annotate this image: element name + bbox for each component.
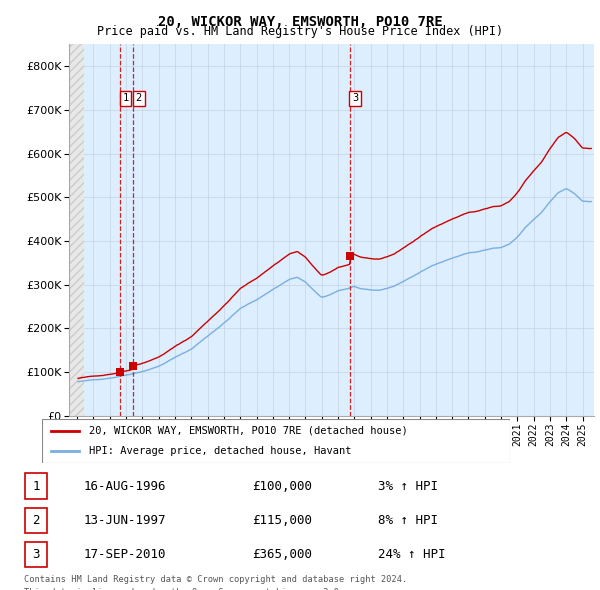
Text: 16-AUG-1996: 16-AUG-1996 <box>84 480 167 493</box>
Text: 3% ↑ HPI: 3% ↑ HPI <box>378 480 438 493</box>
Text: This data is licensed under the Open Government Licence v3.0.: This data is licensed under the Open Gov… <box>24 588 344 590</box>
FancyBboxPatch shape <box>25 542 47 568</box>
Text: 3: 3 <box>352 93 358 103</box>
Text: 17-SEP-2010: 17-SEP-2010 <box>84 548 167 561</box>
Text: 20, WICKOR WAY, EMSWORTH, PO10 7RE (detached house): 20, WICKOR WAY, EMSWORTH, PO10 7RE (deta… <box>89 426 407 436</box>
Text: £100,000: £100,000 <box>252 480 312 493</box>
Text: 1: 1 <box>122 93 128 103</box>
Text: 8% ↑ HPI: 8% ↑ HPI <box>378 514 438 527</box>
Text: £365,000: £365,000 <box>252 548 312 561</box>
Text: HPI: Average price, detached house, Havant: HPI: Average price, detached house, Hava… <box>89 446 352 456</box>
Text: Contains HM Land Registry data © Crown copyright and database right 2024.: Contains HM Land Registry data © Crown c… <box>24 575 407 584</box>
Text: 2: 2 <box>32 514 40 527</box>
Text: 3: 3 <box>32 548 40 561</box>
Text: £115,000: £115,000 <box>252 514 312 527</box>
Text: 20, WICKOR WAY, EMSWORTH, PO10 7RE: 20, WICKOR WAY, EMSWORTH, PO10 7RE <box>158 15 442 29</box>
Text: 13-JUN-1997: 13-JUN-1997 <box>84 514 167 527</box>
Bar <box>69 44 84 416</box>
FancyBboxPatch shape <box>42 419 510 463</box>
Text: Price paid vs. HM Land Registry's House Price Index (HPI): Price paid vs. HM Land Registry's House … <box>97 25 503 38</box>
FancyBboxPatch shape <box>25 507 47 533</box>
Text: 2: 2 <box>136 93 142 103</box>
Text: 1: 1 <box>32 480 40 493</box>
Text: 24% ↑ HPI: 24% ↑ HPI <box>378 548 445 561</box>
FancyBboxPatch shape <box>25 473 47 499</box>
